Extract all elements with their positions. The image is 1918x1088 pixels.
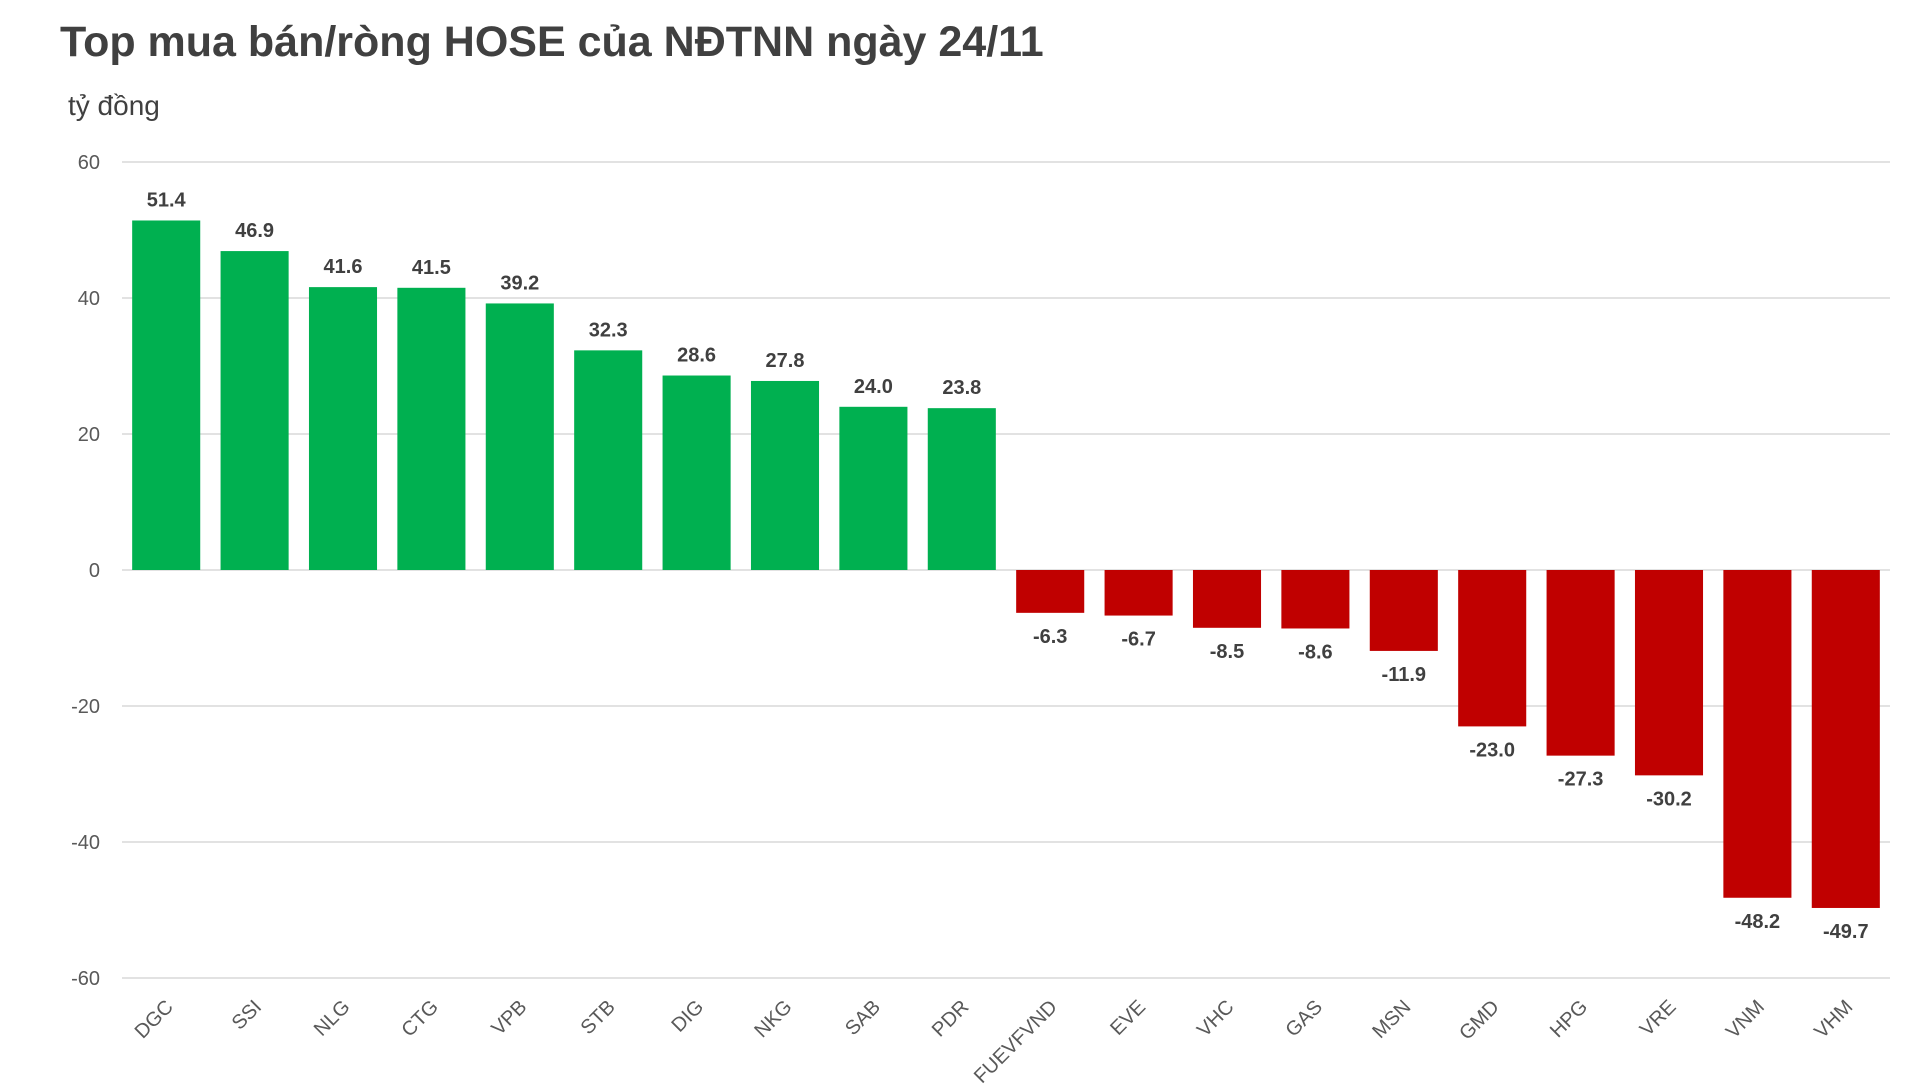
bar-gmd — [1458, 570, 1527, 727]
bar-nlg — [308, 287, 378, 570]
x-category-label: VRE — [1636, 996, 1681, 1041]
y-tick-label: 20 — [78, 424, 100, 446]
value-label: 41.6 — [324, 256, 363, 278]
bar-stb — [574, 350, 643, 570]
bar-vre — [1634, 570, 1704, 776]
value-label: -49.7 — [1823, 921, 1869, 943]
y-tick-label: -60 — [71, 968, 100, 990]
bar-pdr — [927, 408, 996, 570]
y-tick-label: -20 — [71, 696, 100, 718]
x-category-label: VNM — [1722, 996, 1769, 1043]
bar-eve — [1104, 570, 1173, 616]
bar-gas — [1281, 570, 1350, 629]
x-category-label: STB — [577, 996, 620, 1039]
value-label: 27.8 — [766, 350, 805, 372]
x-category-label: EVE — [1106, 996, 1150, 1040]
value-labels: 51.4 46.9 41.6 41.5 39.2 32.3 28.6 27.8 24.0 23.8… — [147, 189, 1869, 942]
bar-dgc — [132, 220, 201, 571]
value-label: 28.6 — [677, 345, 716, 367]
bar-fuevfvnd — [1016, 570, 1085, 613]
y-tick-label: -40 — [71, 832, 100, 854]
bar-vpb — [485, 303, 554, 570]
value-label: -8.5 — [1210, 641, 1244, 663]
x-category-label: NLG — [310, 996, 355, 1041]
value-label: -8.6 — [1298, 641, 1332, 663]
x-category-label: GMD — [1455, 996, 1504, 1045]
bar-sab — [839, 406, 908, 570]
bar-ssi — [220, 251, 289, 570]
value-label: -6.7 — [1121, 629, 1155, 651]
x-category-label: HPG — [1546, 996, 1592, 1042]
value-label: -23.0 — [1469, 739, 1515, 761]
y-axis-unit-label: tỷ đồng — [68, 90, 160, 121]
bar-hpg — [1546, 570, 1615, 756]
bar-nkg — [750, 380, 820, 570]
bar-msn — [1369, 570, 1438, 651]
x-category-label: SAB — [841, 996, 885, 1040]
x-category-label: FUEVFVND — [970, 996, 1062, 1088]
x-category-label: CTG — [398, 996, 443, 1041]
x-category-label: VPB — [487, 996, 531, 1040]
bar-vhc — [1192, 570, 1262, 628]
chart-title: Top mua bán/ròng HOSE của NĐTNN ngày 24/… — [60, 18, 1044, 66]
y-tick-label: 0 — [89, 560, 100, 582]
value-label: 41.5 — [412, 257, 451, 279]
bars — [132, 220, 1880, 908]
x-category-label: GAS — [1282, 996, 1327, 1041]
y-tick-label: 40 — [78, 288, 100, 310]
x-category-label: DIG — [667, 996, 708, 1037]
value-label: -30.2 — [1646, 788, 1692, 810]
x-category-label: PDR — [928, 996, 973, 1041]
value-label: 24.0 — [854, 376, 893, 398]
y-tick-label: 60 — [78, 152, 100, 174]
x-category-label: VHM — [1810, 996, 1857, 1043]
x-category-label: NKG — [750, 996, 796, 1042]
value-label: 46.9 — [235, 220, 274, 242]
gridlines — [122, 161, 1890, 979]
value-label: 23.8 — [942, 377, 981, 399]
value-label: 51.4 — [147, 189, 187, 211]
x-category-label: SSI — [228, 996, 266, 1034]
value-label: 32.3 — [589, 319, 628, 341]
x-category-label: DGC — [131, 996, 178, 1043]
value-label: 39.2 — [500, 272, 539, 294]
bar-vnm — [1723, 570, 1792, 898]
value-label: -11.9 — [1382, 664, 1426, 686]
value-label: -27.3 — [1558, 769, 1604, 791]
bar-vhm — [1811, 570, 1880, 908]
value-label: -6.3 — [1033, 626, 1067, 648]
bar-dig — [662, 375, 731, 570]
y-axis-ticks: 60 40 20 0 -20 -40 -60 — [71, 152, 100, 990]
x-category-label: VHC — [1193, 996, 1238, 1041]
x-category-label: MSN — [1368, 996, 1415, 1043]
bar-ctg — [397, 287, 466, 570]
value-label: -48.2 — [1735, 911, 1781, 933]
